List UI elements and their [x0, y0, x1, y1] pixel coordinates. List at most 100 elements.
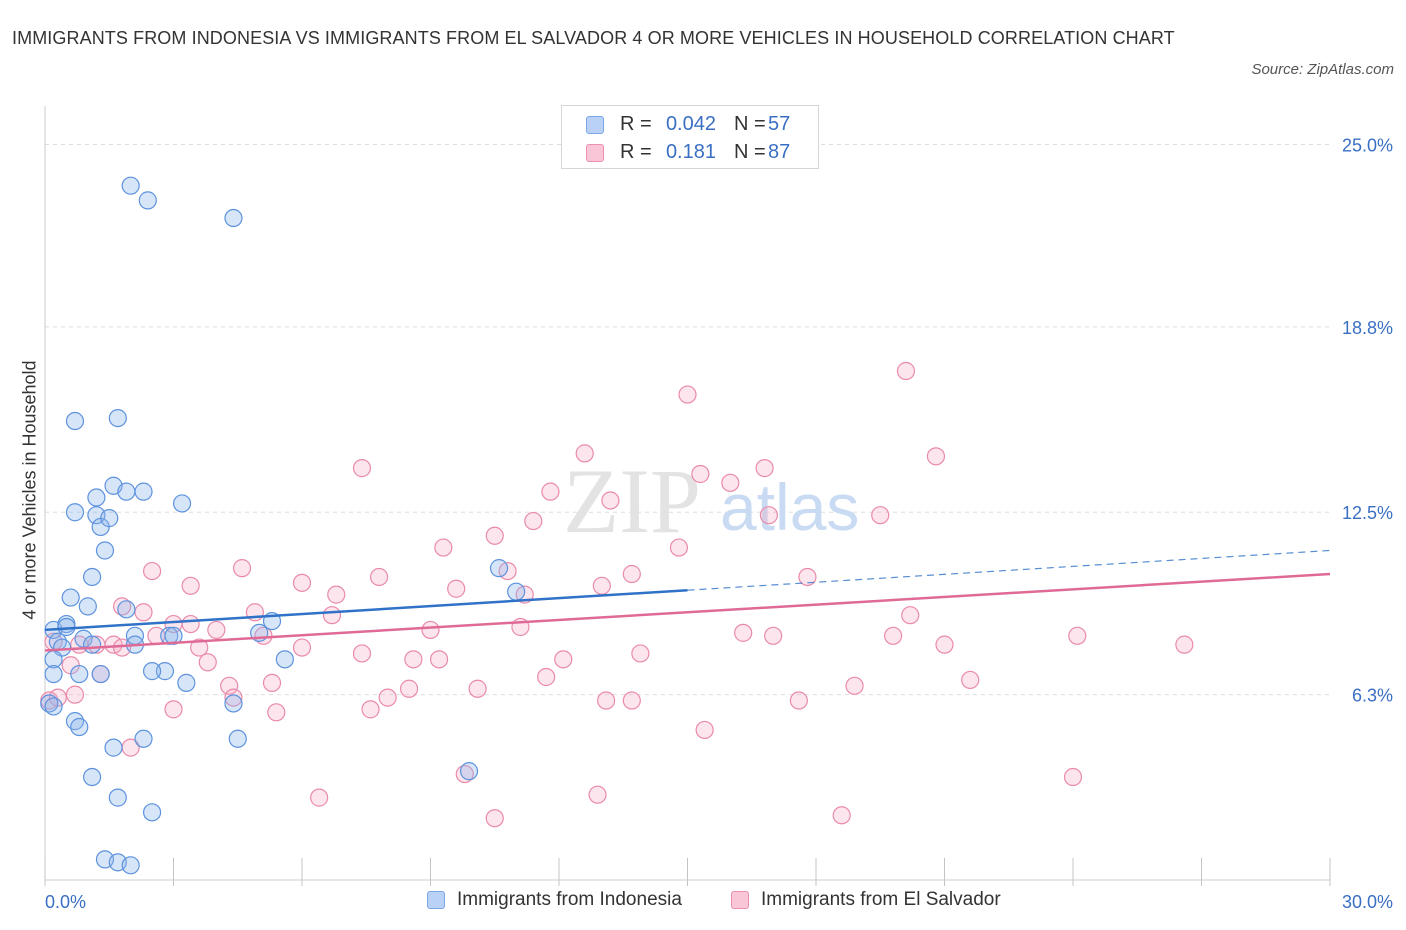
el-salvador-point [421, 620, 440, 640]
el-salvador-point [190, 638, 209, 657]
legend-n-value: 87 [768, 141, 791, 163]
indonesia-point [142, 803, 162, 822]
indonesia-point [83, 567, 102, 587]
indonesia-point [155, 662, 175, 681]
indonesia-point [108, 788, 127, 807]
el-salvador-point [399, 679, 419, 698]
indonesia-point [70, 717, 89, 737]
y-tick-label: 12.5% [1342, 503, 1393, 523]
source-credit: Source: ZipAtlas.com [1251, 61, 1394, 78]
x-tick-label: 0.0% [45, 892, 86, 912]
el-salvador-point [447, 579, 466, 598]
legend-n-value: 57 [768, 113, 791, 135]
indonesia-point [164, 626, 183, 645]
indonesia-points [40, 176, 526, 875]
indonesia-point [138, 191, 157, 210]
el-salvador-point [798, 567, 817, 587]
indonesia-point [65, 411, 85, 431]
indonesia-point [95, 541, 115, 560]
indonesia-point [121, 176, 140, 195]
indonesia-point [142, 662, 162, 681]
trend-lines [44, 549, 1331, 652]
el-salvador-point [759, 506, 778, 525]
tick-labels: 6.3% 12.5% 18.8% 25.0% 0.0% 30.0% [45, 135, 1393, 912]
indonesia-point [83, 767, 102, 787]
el-salvador-point [1063, 767, 1083, 787]
el-salvador-point [181, 576, 200, 595]
y-tick-label: 25.0% [1342, 135, 1393, 155]
el-salvador-point [370, 567, 389, 587]
el-salvador-point [755, 459, 774, 478]
el-salvador-point [845, 676, 864, 695]
watermark-zip: ZIP [563, 450, 701, 552]
indonesia-point [459, 762, 479, 781]
el-salvador-point [292, 573, 312, 592]
legend-n-label: N = [734, 141, 766, 163]
el-salvador-point [262, 673, 282, 692]
series-swatch-pink [731, 891, 749, 909]
legend-r-value: 0.181 [665, 141, 716, 163]
el-salvador-point [134, 603, 153, 622]
el-salvador-point [721, 473, 740, 492]
el-salvador-point [896, 361, 916, 381]
el-salvador-point [429, 650, 449, 669]
legend-swatch-blue [586, 116, 604, 134]
el-salvador-point [361, 700, 380, 719]
el-salvador-points [40, 361, 1194, 828]
indonesia-point [121, 856, 140, 875]
y-axis-label: 4 or more Vehicles in Household [19, 360, 40, 620]
el-salvador-point [1068, 626, 1087, 645]
el-salvador-point [198, 653, 217, 672]
el-salvador-point [901, 606, 920, 625]
el-salvador-point [378, 688, 397, 707]
el-salvador-point [592, 576, 611, 595]
legend-r-label: R = [620, 113, 652, 135]
el-salvador-point [310, 788, 329, 807]
el-salvador-point [554, 650, 573, 669]
el-salvador-point [669, 538, 689, 557]
el-salvador-point [695, 720, 714, 740]
indonesia-point [78, 597, 97, 616]
y-tick-label: 18.8% [1342, 318, 1393, 338]
el-salvador-point [164, 700, 183, 719]
el-salvador-point [789, 691, 808, 710]
y-tick-label: 6.3% [1352, 686, 1393, 706]
legend-n-label: N = [734, 113, 766, 135]
indonesia-trend-line [44, 588, 688, 632]
el-salvador-point [267, 703, 286, 722]
watermark-atlas: atlas [720, 470, 859, 544]
el-salvador-point [207, 620, 226, 640]
el-salvador-point [678, 385, 697, 404]
el-salvador-point [764, 626, 783, 645]
indonesia-point [507, 582, 526, 601]
el-salvador-point [224, 688, 243, 707]
el-salvador-point [734, 623, 753, 642]
el-salvador-point [935, 635, 954, 654]
x-tick-label: 30.0% [1342, 892, 1393, 912]
indonesia-point [104, 738, 123, 757]
legend-swatch-pink [586, 144, 604, 162]
indonesia-trend-extension [687, 549, 1331, 591]
indonesia-point [70, 664, 89, 684]
indonesia-point [134, 482, 153, 501]
indonesia-point [61, 588, 80, 607]
el-salvador-point [434, 538, 453, 557]
el-salvador-point [292, 638, 312, 657]
indonesia-point [100, 509, 119, 528]
el-salvador-point [537, 667, 556, 687]
el-salvador-point [691, 464, 710, 484]
indonesia-point [83, 635, 102, 654]
correlation-legend: R = 0.042 N = 57 R = 0.181 N = 87 [561, 105, 819, 169]
el-salvador-point [65, 685, 85, 704]
el-salvador-point [327, 585, 346, 604]
indonesia-point [489, 559, 509, 578]
el-salvador-point [622, 691, 641, 710]
legend-r-label: R = [620, 141, 652, 163]
el-salvador-point [485, 526, 504, 545]
el-salvador-point [232, 559, 252, 578]
el-salvador-point [220, 676, 239, 695]
indonesia-point [172, 494, 192, 513]
series-name: Immigrants from El Salvador [761, 889, 1001, 910]
indonesia-point [91, 664, 110, 684]
el-salvador-point [181, 614, 200, 634]
